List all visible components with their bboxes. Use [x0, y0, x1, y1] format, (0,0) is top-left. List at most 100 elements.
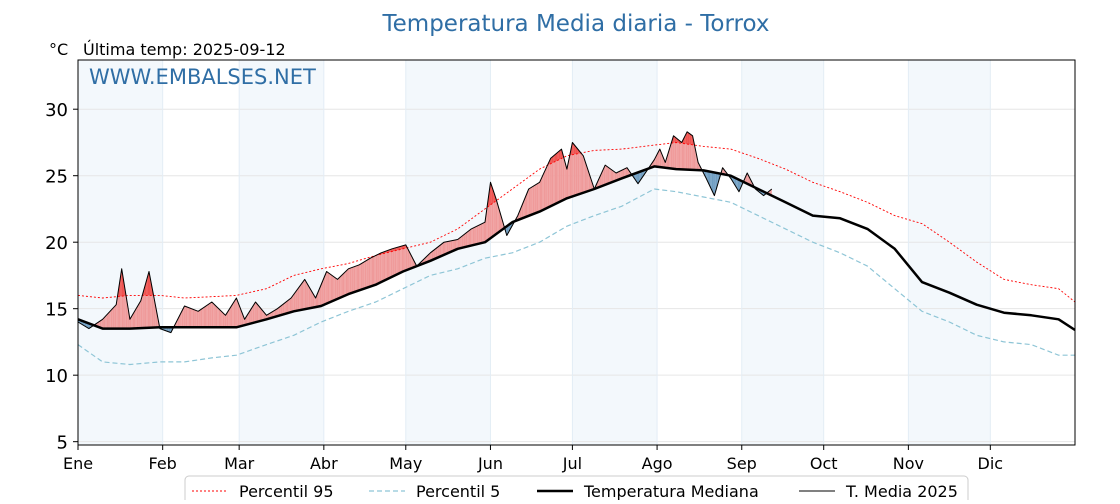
anomaly-above-fill: [543, 170, 546, 210]
anomaly-above-fill: [342, 272, 345, 297]
anomaly-above-fill: [625, 167, 628, 177]
anomaly-above-fill: [250, 308, 252, 324]
anomaly-above-fill: [351, 267, 353, 294]
anomaly-above-fill: [323, 274, 326, 305]
anomaly-above-fill: [214, 304, 216, 328]
anomaly-above-fill: [228, 308, 230, 328]
anomaly-above-fill: [446, 241, 449, 254]
anomaly-below-fill: [737, 179, 740, 192]
anomaly-above-fill: [312, 293, 315, 308]
anomaly-above-fill: [284, 302, 286, 315]
anomaly-above-fill: [616, 172, 618, 181]
anomaly-above-fill: [560, 149, 562, 202]
anomaly-above-fill: [295, 290, 297, 312]
anomaly-above-fill: [135, 307, 137, 329]
anomaly-above-fill: [450, 240, 453, 252]
anomaly-above-fill: [396, 247, 398, 275]
anomaly-above-fill: [292, 294, 294, 312]
anomaly-above-fill: [663, 159, 666, 168]
anomaly-extreme-fill: [397, 246, 399, 251]
anomaly-above-fill: [110, 309, 113, 329]
anomaly-above-fill: [230, 304, 233, 328]
anomaly-above-fill: [224, 314, 226, 328]
anomaly-above-fill: [572, 142, 574, 197]
anomaly-above-fill: [291, 296, 293, 313]
anomaly-extreme-fill: [554, 153, 557, 162]
anomaly-above-fill: [349, 267, 352, 294]
anomaly-above-fill: [311, 291, 313, 308]
anomaly-above-fill: [109, 310, 111, 329]
month-shade-band: [239, 60, 324, 445]
anomaly-above-fill: [610, 169, 613, 183]
anomaly-above-fill: [368, 258, 371, 288]
anomaly-above-fill: [322, 278, 324, 306]
anomaly-above-fill: [613, 171, 615, 182]
anomaly-above-fill: [303, 279, 305, 310]
anomaly-above-fill: [301, 281, 304, 310]
anomaly-above-fill: [581, 154, 584, 194]
y-tick-label: 30: [45, 100, 68, 121]
anomaly-above-fill: [476, 225, 479, 245]
anomaly-above-fill: [478, 224, 480, 244]
anomaly-above-fill: [460, 236, 462, 249]
anomaly-extreme-fill: [403, 245, 405, 249]
anomaly-above-fill: [468, 229, 470, 247]
anomaly-above-fill: [494, 194, 496, 236]
last-temp-label: Última temp: 2025-09-12: [83, 40, 286, 59]
anomaly-above-fill: [378, 253, 380, 284]
anomaly-below-fill: [717, 173, 719, 187]
anomaly-above-fill: [99, 320, 102, 329]
legend: Percentil 95 Percentil 5 Temperatura Media…: [184, 475, 969, 504]
anomaly-extreme-fill: [490, 182, 492, 205]
anomaly-above-fill: [213, 303, 215, 328]
anomaly-above-fill: [385, 250, 387, 281]
anomaly-above-fill: [464, 233, 466, 248]
anomaly-above-fill: [192, 309, 195, 328]
legend-label-t2025: T. Media 2025: [845, 482, 958, 500]
anomaly-above-fill: [550, 157, 552, 207]
anomaly-above-fill: [211, 302, 214, 328]
anomaly-above-fill: [531, 186, 533, 215]
anomaly-above-fill: [445, 241, 447, 255]
anomaly-above-fill: [306, 281, 308, 309]
anomaly-above-fill: [401, 245, 404, 273]
anomaly-above-fill: [484, 212, 487, 243]
anomaly-above-fill: [659, 149, 662, 168]
anomaly-above-fill: [229, 306, 231, 328]
anomaly-above-fill: [345, 270, 348, 296]
y-tick-label: 10: [45, 366, 68, 387]
anomaly-above-fill: [262, 310, 264, 321]
anomaly-above-fill: [256, 303, 259, 322]
anomaly-above-fill: [676, 138, 678, 170]
anomaly-above-fill: [206, 304, 208, 328]
anomaly-above-fill: [576, 147, 578, 196]
anomaly-extreme-fill: [401, 245, 404, 250]
anomaly-above-fill: [112, 307, 114, 329]
series-line-p5: [77, 188, 1075, 366]
anomaly-above-fill: [321, 281, 323, 307]
anomaly-above-fill: [252, 304, 255, 323]
anomaly-below-fill: [711, 171, 714, 193]
anomaly-above-fill: [568, 155, 570, 198]
anomaly-above-fill: [459, 237, 461, 249]
anomaly-above-fill: [307, 284, 309, 309]
anomaly-above-fill: [393, 248, 395, 277]
anomaly-above-fill: [359, 263, 361, 291]
x-tick-label: Nov: [893, 454, 924, 473]
anomaly-above-fill: [605, 165, 607, 185]
anomaly-below-fill: [636, 172, 638, 184]
anomaly-above-fill: [583, 155, 585, 193]
anomaly-above-fill: [551, 156, 554, 206]
anomaly-above-fill: [670, 140, 673, 169]
anomaly-above-fill: [215, 306, 218, 328]
anomaly-extreme-fill: [144, 281, 147, 296]
anomaly-above-fill: [546, 164, 548, 209]
anomaly-above-fill: [620, 170, 622, 179]
anomaly-above-fill: [580, 152, 582, 194]
anomaly-above-fill: [523, 198, 525, 218]
anomaly-above-fill: [394, 247, 397, 276]
anomaly-above-fill: [561, 149, 563, 201]
anomaly-above-fill: [222, 312, 225, 328]
anomaly-above-fill: [657, 151, 659, 167]
anomaly-above-fill: [618, 171, 621, 180]
